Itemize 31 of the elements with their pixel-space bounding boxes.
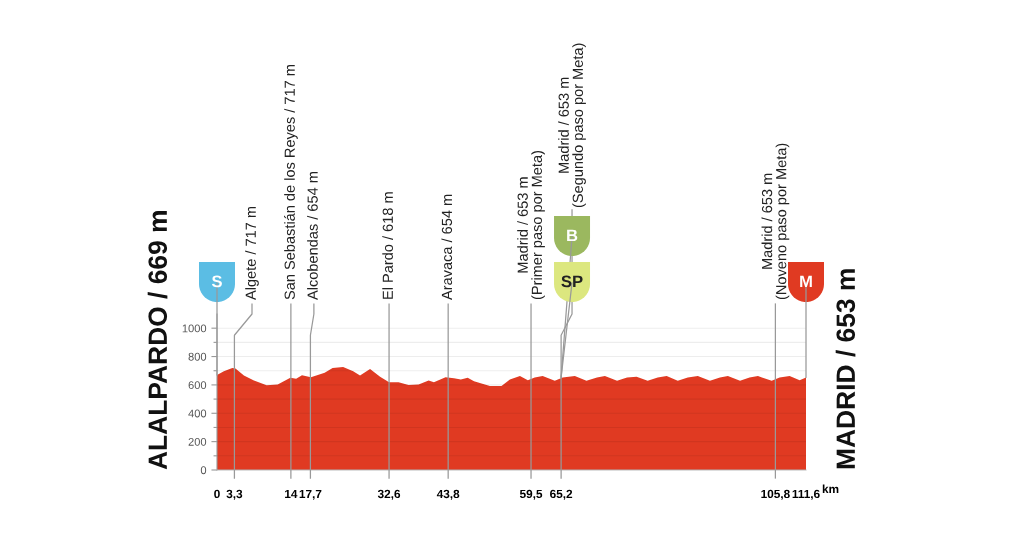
y-tick-label: 800 — [188, 352, 207, 361]
annotation: SP — [561, 275, 583, 288]
x-tick-label: 14 — [285, 489, 298, 498]
x-tick-label: 105,8 — [761, 489, 790, 500]
x-tick-label: 59,5 — [519, 489, 543, 500]
ref-line-label: Aravaca / 654 m — [441, 194, 453, 300]
ref-line-label: San Sebastián de los Reyes / 717 m — [284, 65, 298, 300]
x-tick-label: 32,6 — [377, 489, 401, 500]
annotation: B — [567, 229, 578, 242]
x-tick-label: 3,3 — [226, 489, 243, 500]
ref-line-label: Madrid / 653 m (Noveno paso por Meta) — [761, 143, 790, 300]
ref-line-label: Algete / 717 m — [245, 206, 259, 300]
y-tick-label: 600 — [188, 381, 207, 390]
y-tick-label: 0 — [200, 466, 207, 475]
annotation: M — [800, 275, 812, 288]
annotation: S — [211, 275, 222, 288]
x-tick-label: 0 — [214, 489, 220, 499]
y-tick-label: 200 — [188, 437, 207, 446]
ref-line-label: El Pardo / 618 m — [382, 192, 393, 299]
ref-line-label: Alcobendas / 654 m — [307, 172, 318, 300]
ref-line-label: Madrid / 653 m (Primer paso por Meta) — [517, 150, 545, 300]
x-axis-title: km — [822, 484, 839, 494]
x-tick-label: 43,8 — [436, 489, 460, 500]
y-tick-label: 1000 — [182, 324, 207, 333]
y-tick-label: 400 — [188, 409, 207, 418]
x-tick-label: 17,7 — [299, 489, 322, 500]
x-tick-label: 111,6 — [792, 489, 820, 500]
text: ALALPARDO / 669 m — [147, 211, 168, 470]
text: MADRID / 653 m — [835, 269, 856, 469]
x-tick-label: 65,2 — [550, 489, 573, 500]
ref-line-label: Madrid / 653 m (Segundo paso por Meta) — [558, 43, 586, 208]
